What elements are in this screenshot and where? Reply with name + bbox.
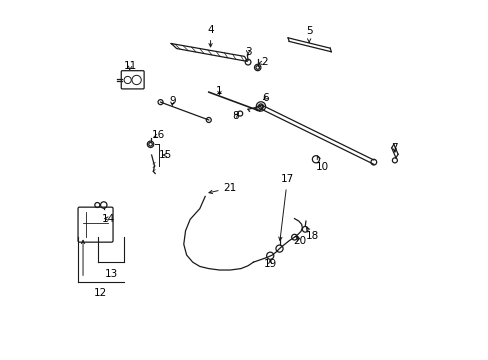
Text: 6: 6: [262, 93, 269, 103]
Text: 10: 10: [315, 156, 328, 172]
Text: 11: 11: [123, 61, 137, 71]
Text: 3: 3: [244, 47, 251, 57]
Text: 18: 18: [305, 228, 318, 242]
Text: 19: 19: [263, 259, 276, 269]
Text: 17: 17: [278, 174, 293, 240]
Text: 4: 4: [207, 25, 213, 47]
Text: 14: 14: [102, 213, 115, 224]
Text: 15: 15: [158, 150, 171, 160]
Text: 1: 1: [216, 86, 223, 96]
Text: 5: 5: [305, 26, 312, 42]
Text: 7: 7: [391, 143, 397, 153]
Text: 20: 20: [293, 237, 306, 247]
Text: 9: 9: [169, 96, 175, 107]
Text: 13: 13: [104, 269, 118, 279]
Text: 21: 21: [208, 183, 236, 194]
Text: 12: 12: [94, 288, 107, 298]
Text: 16: 16: [151, 130, 164, 140]
Text: 2: 2: [258, 57, 267, 67]
Text: 8: 8: [232, 111, 239, 121]
